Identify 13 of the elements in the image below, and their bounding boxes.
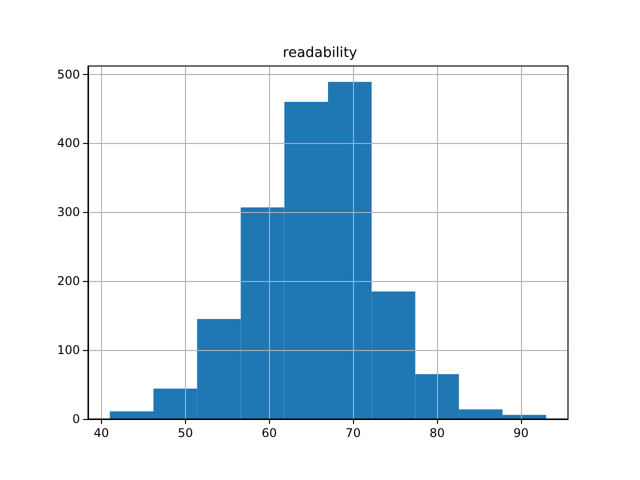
chart-title: readability [282, 45, 358, 61]
x-tick-label: 70 [346, 426, 361, 440]
y-tick-label: 0 [72, 412, 80, 426]
x-tick-label: 90 [513, 426, 529, 440]
y-tick-label: 500 [57, 67, 80, 82]
y-tick-label: 200 [57, 274, 80, 288]
y-tick-label: 100 [57, 343, 80, 358]
x-tick-label: 60 [262, 426, 277, 440]
x-tick-label: 80 [429, 426, 445, 440]
y-tick-label: 300 [57, 205, 80, 220]
y-tick-label: 400 [57, 136, 80, 150]
x-tick-label: 50 [178, 426, 193, 440]
x-tick-label: 40 [94, 426, 110, 440]
